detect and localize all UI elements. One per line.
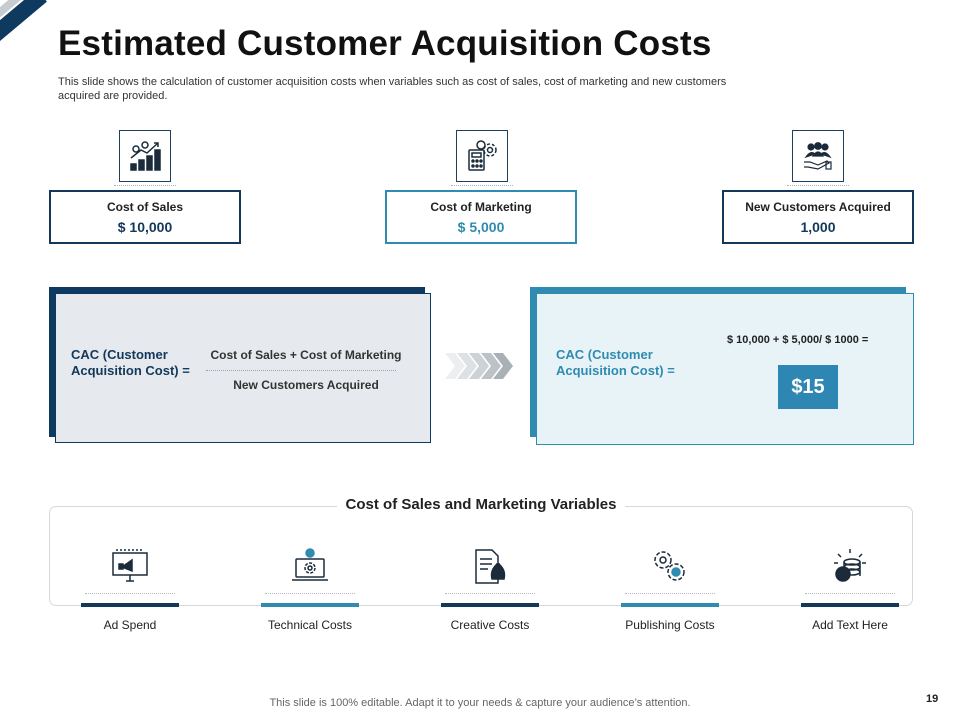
new-customers-value: 1,000 [800,219,836,235]
ad-spend-bar [81,603,179,607]
cac-formula-label: CAC (Customer Acquisition Cost) = [71,347,190,378]
page-number: 19 [926,693,939,705]
chevron-arrows-icon [445,353,513,379]
cost-of-sales-card: Cost of Sales $ 10,000 [49,190,241,244]
new-customers-card: New Customers Acquired 1,000 [722,190,914,244]
cost-of-marketing-value: $ 5,000 [457,219,505,235]
add-text-label: Add Text Here [812,618,888,632]
laptop-gear-icon [292,548,328,581]
formula-denominator: New Customers Acquired [233,378,379,392]
fraction-divider [206,370,396,371]
cac-formula-panel: CAC (Customer Acquisition Cost) = Cost o… [49,287,431,443]
formula-numerator: Cost of Sales + Cost of Marketing [210,348,402,362]
cac-result-value: $15 [778,365,838,409]
technical-costs-item [260,547,360,617]
customers-hand-icon [787,130,849,186]
slide-subtitle: This slide shows the calculation of cust… [58,76,727,102]
publishing-costs-label: Publishing Costs [625,618,715,632]
slide-title: Estimated Customer Acquisition Costs [58,24,712,63]
ad-spend-item [80,547,180,617]
growth-chart-icon [114,130,176,186]
creative-costs-bar [441,603,539,607]
add-text-bar [801,603,899,607]
cac-calculation: $ 10,000 + $ 5,000/ $ 1000 = [727,334,869,346]
cac-result-panel: CAC (Customer Acquisition Cost) = $ 10,0… [530,287,914,445]
cac-result-label: CAC (Customer Acquisition Cost) = [556,347,675,378]
publishing-costs-bar [621,603,719,607]
cost-of-sales-label: Cost of Sales [106,200,184,214]
cost-of-sales-value: $ 10,000 [117,219,173,235]
corner-decoration [0,0,60,60]
variables-title: Cost of Sales and Marketing Variables [336,496,626,513]
variables-panel: Cost of Sales and Marketing Variables [49,496,913,606]
technical-costs-label: Technical Costs [267,618,353,632]
add-text-item [800,547,900,617]
publishing-costs-item [620,547,720,617]
coin-stack-idea-icon [834,549,866,582]
footer-note: This slide is 100% editable. Adapt it to… [269,697,691,709]
calculator-gear-icon [451,130,513,186]
cost-of-marketing-card: Cost of Marketing $ 5,000 [385,190,577,244]
cost-of-marketing-label: Cost of Marketing [430,200,532,214]
gears-dollar-icon [654,551,685,581]
new-customers-label: New Customers Acquired [745,200,891,214]
document-money-bag-icon [475,549,506,584]
creative-costs-item [440,547,540,617]
billboard-megaphone-icon [112,549,148,582]
creative-costs-label: Creative Costs [450,618,530,632]
ad-spend-label: Ad Spend [103,618,157,632]
technical-costs-bar [261,603,359,607]
